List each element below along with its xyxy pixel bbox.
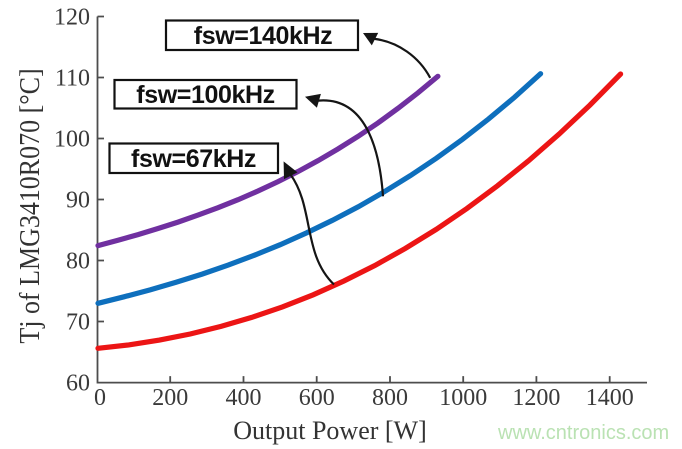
- svg-text:90: 90: [66, 188, 90, 214]
- svg-text:0: 0: [94, 385, 106, 411]
- svg-text:fsw=100kHz: fsw=100kHz: [136, 81, 274, 109]
- svg-text:70: 70: [66, 310, 90, 336]
- svg-text:400: 400: [226, 385, 262, 411]
- svg-text:100: 100: [54, 127, 90, 153]
- svg-text:www.cntronics.com: www.cntronics.com: [497, 422, 669, 444]
- svg-text:fsw=140kHz: fsw=140kHz: [194, 22, 332, 50]
- svg-text:120: 120: [54, 5, 90, 31]
- svg-text:1000: 1000: [439, 385, 487, 411]
- svg-text:110: 110: [55, 66, 90, 92]
- svg-text:Tj of LMG3410R070 [°C]: Tj of LMG3410R070 [°C]: [14, 68, 45, 343]
- svg-text:1200: 1200: [512, 385, 560, 411]
- svg-text:60: 60: [66, 371, 90, 397]
- svg-text:800: 800: [372, 385, 408, 411]
- svg-text:600: 600: [299, 385, 335, 411]
- svg-text:fsw=67kHz: fsw=67kHz: [131, 145, 256, 173]
- svg-text:1400: 1400: [586, 385, 634, 411]
- svg-text:80: 80: [66, 249, 90, 275]
- svg-text:200: 200: [152, 385, 188, 411]
- svg-text:Output Power [W]: Output Power [W]: [233, 416, 427, 445]
